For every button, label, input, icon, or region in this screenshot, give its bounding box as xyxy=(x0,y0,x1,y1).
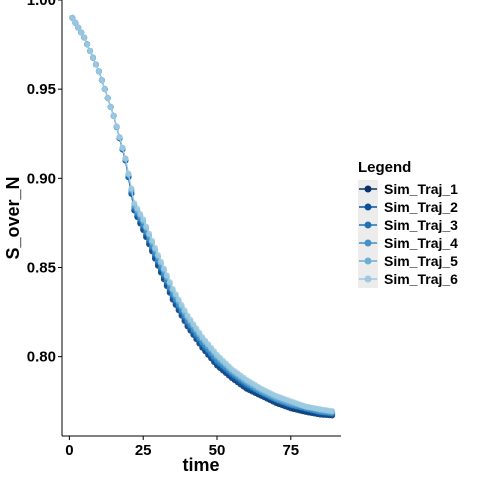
legend-key-marker xyxy=(364,221,372,229)
data-point xyxy=(95,68,102,75)
series-line xyxy=(71,17,333,417)
plot-area: 0 25 50 75 0.80 0.85 0.90 0.95 1.00 xyxy=(27,0,341,459)
series-line xyxy=(71,17,333,412)
legend-label: Sim_Traj_6 xyxy=(384,271,458,287)
data-point xyxy=(113,123,120,130)
data-point xyxy=(143,223,150,230)
y-tick-label: 0.80 xyxy=(27,349,56,366)
x-tick-label: 0 xyxy=(65,442,73,459)
series-Sim_Traj_6 xyxy=(69,14,336,415)
legend-key-marker xyxy=(364,275,372,283)
series-line xyxy=(71,17,333,413)
legend-label: Sim_Traj_3 xyxy=(384,217,458,233)
data-point xyxy=(169,285,176,292)
x-tick-label: 75 xyxy=(282,442,299,459)
x-tick-label: 50 xyxy=(209,442,226,459)
legend-label: Sim_Traj_2 xyxy=(384,199,458,215)
data-point xyxy=(154,252,161,258)
series-Sim_Traj_2 xyxy=(69,14,336,418)
data-point xyxy=(134,205,141,212)
legend-key-marker xyxy=(364,239,372,247)
data-point xyxy=(184,312,191,319)
data-point xyxy=(72,19,79,26)
legend-key-marker xyxy=(364,185,372,193)
data-point xyxy=(329,408,336,415)
legend-item: Sim_Traj_4 xyxy=(359,235,458,251)
series-layer xyxy=(69,14,336,419)
legend-label: Sim_Traj_4 xyxy=(384,235,458,251)
data-point xyxy=(125,170,132,177)
data-point xyxy=(146,230,153,237)
legend-item: Sim_Traj_3 xyxy=(359,217,458,233)
y-axis-title: S_over_N xyxy=(3,176,23,259)
legend-item: Sim_Traj_6 xyxy=(359,271,458,287)
data-point xyxy=(178,301,185,308)
legend-label: Sim_Traj_5 xyxy=(384,253,458,269)
series-Sim_Traj_3 xyxy=(69,14,336,417)
data-point xyxy=(187,316,194,323)
data-point xyxy=(98,77,105,84)
legend-items: Sim_Traj_1 Sim_Traj_2 Sim_Traj_3 Sim_Traj_4… xyxy=(359,181,458,287)
data-point xyxy=(107,103,114,110)
data-point xyxy=(149,237,156,244)
data-point xyxy=(128,185,135,192)
data-point xyxy=(131,200,138,207)
data-point xyxy=(69,14,76,21)
data-point xyxy=(181,307,188,314)
series-Sim_Traj_1 xyxy=(69,14,336,419)
data-point xyxy=(157,258,164,265)
data-point xyxy=(137,210,144,217)
legend-label: Sim_Traj_1 xyxy=(384,181,458,197)
data-point xyxy=(110,112,117,119)
legend-key-marker xyxy=(364,257,372,265)
x-axis-title: time xyxy=(182,455,219,475)
legend-item: Sim_Traj_2 xyxy=(359,199,458,215)
x-tick-label: 25 xyxy=(135,442,152,459)
y-tick-label: 0.90 xyxy=(27,170,56,187)
legend-key-background xyxy=(358,180,378,288)
data-point xyxy=(193,325,200,332)
y-tick-label: 0.95 xyxy=(27,81,56,98)
legend-item: Sim_Traj_1 xyxy=(359,181,458,197)
data-point xyxy=(81,34,88,41)
y-ticks: 0.80 0.85 0.90 0.95 1.00 xyxy=(27,0,62,366)
data-point xyxy=(160,265,167,272)
data-point xyxy=(75,24,82,31)
series-line xyxy=(71,17,333,416)
data-point xyxy=(92,61,99,68)
data-point xyxy=(87,48,94,54)
data-point xyxy=(190,321,197,328)
data-point xyxy=(196,329,203,336)
legend-title: Legend xyxy=(358,159,411,176)
data-point xyxy=(172,291,179,298)
legend-item: Sim_Traj_5 xyxy=(359,253,458,269)
x-ticks: 0 25 50 75 xyxy=(65,436,299,459)
y-tick-label: 1.00 xyxy=(27,0,56,9)
legend: Legend Sim_Traj_1Sim_Traj_2Sim_Traj_3Sim… xyxy=(358,159,458,288)
data-point xyxy=(140,216,147,223)
data-point xyxy=(119,145,126,152)
data-point xyxy=(116,134,123,141)
data-point xyxy=(78,29,85,36)
data-point xyxy=(122,155,129,162)
series-line xyxy=(71,17,333,415)
data-point xyxy=(163,272,170,279)
data-point xyxy=(175,296,182,303)
data-point xyxy=(84,41,91,48)
data-point xyxy=(104,95,111,102)
data-point xyxy=(90,54,96,61)
series-Sim_Traj_5 xyxy=(69,14,336,415)
series-Sim_Traj_4 xyxy=(69,14,336,416)
data-point xyxy=(152,244,158,251)
data-point xyxy=(166,279,173,286)
y-tick-label: 0.85 xyxy=(27,259,56,276)
legend-key-marker xyxy=(364,203,372,211)
data-point xyxy=(101,86,108,93)
series-line xyxy=(71,17,333,414)
